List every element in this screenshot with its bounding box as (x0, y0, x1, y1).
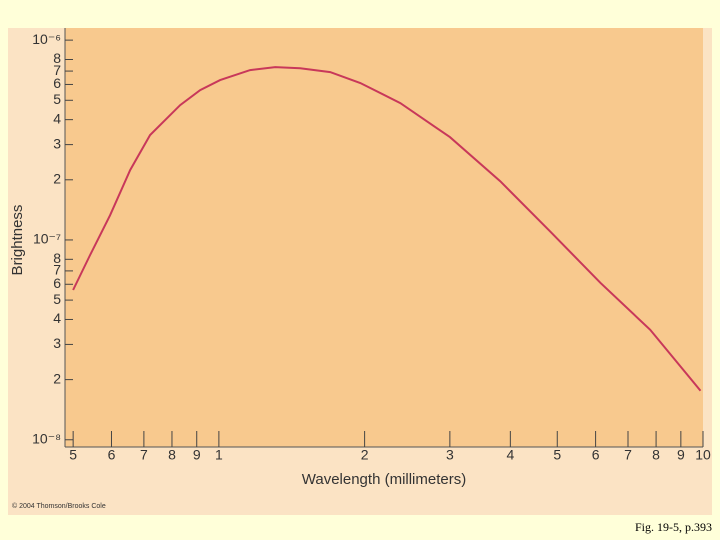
y-axis-label: Brightness (9, 205, 26, 276)
x-tick-label: 8 (168, 447, 176, 463)
x-tick-label: 9 (677, 447, 685, 463)
y-tick-label: 8 (53, 50, 61, 66)
x-tick-label: 3 (446, 447, 454, 463)
y-tick-label: 8 (53, 250, 61, 266)
x-tick-label: 6 (108, 447, 116, 463)
x-tick-label: 1 (215, 447, 223, 463)
x-tick-label: 6 (592, 447, 600, 463)
x-tick-label: 7 (624, 447, 632, 463)
y-tick-label: 6 (53, 275, 61, 291)
y-tick-label: 2 (53, 370, 61, 386)
y-tick-label: 7 (53, 262, 61, 278)
y-tick-label: 6 (53, 75, 61, 91)
x-tick-label: 8 (652, 447, 660, 463)
x-tick-label: 2 (361, 447, 369, 463)
y-tick-label: 5 (53, 91, 61, 107)
x-tick-label: 5 (69, 447, 77, 463)
y-tick-label: 10⁻⁶ (32, 31, 61, 47)
curve (72, 66, 702, 392)
y-tick-label: 10⁻⁷ (33, 231, 61, 247)
x-tick-label: 4 (506, 447, 514, 463)
x-axis-label: Wavelength (millimeters) (302, 471, 466, 488)
y-tick-label: 4 (53, 310, 61, 326)
x-tick-label: 5 (553, 447, 561, 463)
credit: © 2004 Thomson/Brooks Cole (12, 502, 106, 510)
y-tick-label: 4 (53, 110, 61, 126)
y-tick-label: 7 (53, 62, 61, 78)
y-tick-label: 10⁻⁸ (32, 430, 61, 446)
x-tick-label: 10 (695, 447, 711, 463)
caption: Fig. 19-5, p.393 (635, 520, 712, 534)
y-tick-label: 3 (53, 135, 61, 151)
plot-area (65, 28, 703, 447)
y-tick-label: 3 (53, 335, 61, 351)
y-tick-label: 2 (53, 170, 61, 186)
x-tick-label: 9 (193, 447, 201, 463)
y-tick-label: 5 (53, 291, 61, 307)
x-tick-label: 7 (140, 447, 148, 463)
